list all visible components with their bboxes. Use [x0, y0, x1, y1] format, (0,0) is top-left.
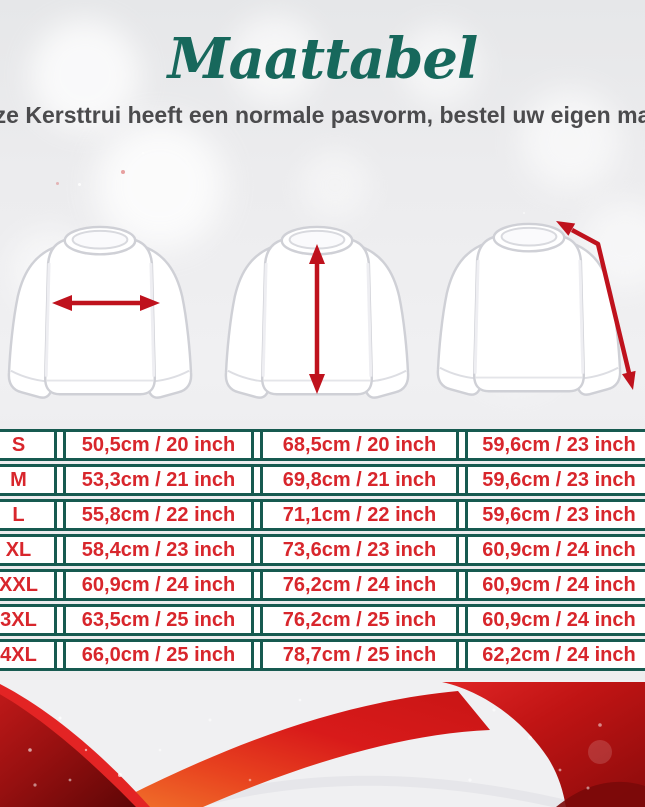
length-cell: 71,1cm / 22 inch: [260, 502, 459, 528]
width-cell: 58,4cm / 23 inch: [63, 537, 254, 563]
size-cell: L: [0, 502, 57, 528]
size-cell: M: [0, 467, 57, 493]
table-row: XXL 60,9cm / 24 inch 76,2cm / 24 inch 60…: [0, 569, 645, 601]
sleeve-cell: 59,6cm / 23 inch: [465, 467, 645, 493]
width-cell: 63,5cm / 25 inch: [63, 607, 254, 633]
bokeh-light: [300, 150, 370, 220]
sleeve-cell: 59,6cm / 23 inch: [465, 502, 645, 528]
chest-width-arrow-icon: [52, 295, 160, 311]
page-subtitle: ze Kersttrui heeft een normale pasvorm, …: [0, 101, 645, 128]
table-row: 4XL 66,0cm / 25 inch 78,7cm / 25 inch 62…: [0, 639, 645, 671]
body-length-arrow-icon: [309, 244, 325, 394]
size-cell: S: [0, 432, 57, 458]
sleeve-cell: 62,2cm / 24 inch: [465, 642, 645, 668]
snow-speck: [56, 182, 59, 185]
sleeve-length-arrow-icon: [556, 221, 636, 390]
sleeve-cell: 59,6cm / 23 inch: [465, 432, 645, 458]
table-row: M 53,3cm / 21 inch 69,8cm / 21 inch 59,6…: [0, 464, 645, 496]
width-cell: 50,5cm / 20 inch: [63, 432, 254, 458]
size-cell: XL: [0, 537, 57, 563]
size-cell: 3XL: [0, 607, 57, 633]
length-cell: 76,2cm / 25 inch: [260, 607, 459, 633]
length-cell: 73,6cm / 23 inch: [260, 537, 459, 563]
size-cell: 4XL: [0, 642, 57, 668]
table-row: XL 58,4cm / 23 inch 73,6cm / 23 inch 60,…: [0, 534, 645, 566]
size-cell: XXL: [0, 572, 57, 598]
width-cell: 66,0cm / 25 inch: [63, 642, 254, 668]
size-table: S 50,5cm / 20 inch 68,5cm / 20 inch 59,6…: [0, 429, 645, 674]
snow-speck: [78, 183, 81, 186]
table-row: 3XL 63,5cm / 25 inch 76,2cm / 25 inch 60…: [0, 604, 645, 636]
snow-speck: [142, 152, 144, 154]
sweater-front-chest-width-illustration: [2, 224, 198, 406]
width-cell: 53,3cm / 21 inch: [63, 467, 254, 493]
length-cell: 76,2cm / 24 inch: [260, 572, 459, 598]
width-cell: 60,9cm / 24 inch: [63, 572, 254, 598]
width-cell: 55,8cm / 22 inch: [63, 502, 254, 528]
length-cell: 69,8cm / 21 inch: [260, 467, 459, 493]
length-cell: 68,5cm / 20 inch: [260, 432, 459, 458]
snow-speck: [523, 212, 525, 214]
sleeve-cell: 60,9cm / 24 inch: [465, 572, 645, 598]
table-row: S 50,5cm / 20 inch 68,5cm / 20 inch 59,6…: [0, 429, 645, 461]
ribbon-graphic: [0, 680, 645, 807]
length-cell: 78,7cm / 25 inch: [260, 642, 459, 668]
page-title: Maattabel: [167, 26, 479, 92]
sleeve-cell: 60,9cm / 24 inch: [465, 607, 645, 633]
table-row: L 55,8cm / 22 inch 71,1cm / 22 inch 59,6…: [0, 499, 645, 531]
snow-speck: [121, 170, 125, 174]
sleeve-cell: 60,9cm / 24 inch: [465, 537, 645, 563]
